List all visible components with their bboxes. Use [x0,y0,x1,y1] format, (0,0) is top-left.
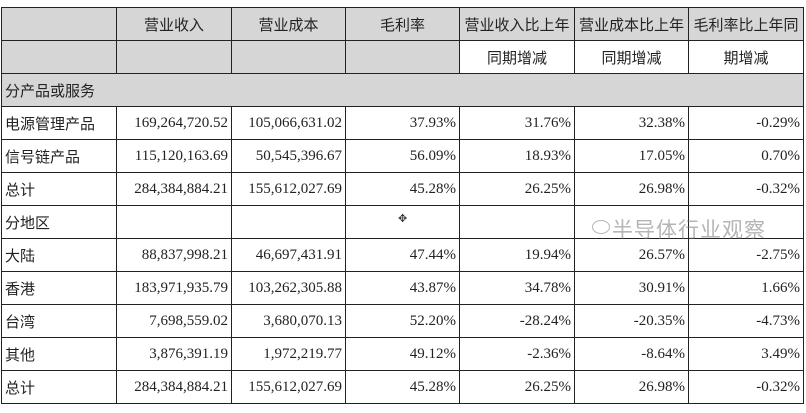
column-header: 营业成本 [231,7,346,41]
section-row: 分产品或服务 [1,73,804,107]
header-row-1: 营业收入 营业成本 毛利率 营业收入比上年 营业成本比上年 毛利率比上年同 [1,7,804,41]
row-label: 其他 [1,337,117,371]
value-cell: 43.87% [345,271,460,305]
value-cell: 19.94% [459,238,575,272]
table-row: 总计 284,384,884.21 155,612,027.69 45.28% 26.2… [1,370,804,404]
value-cell: -8.64% [574,337,689,371]
value-cell: 18.93% [459,139,575,173]
column-header: 营业成本比上年 [574,7,689,41]
value-cell: 26.25% [459,172,575,206]
value-cell: 50,545,396.67 [231,139,346,173]
column-header: 同期增减 [459,40,575,74]
empty-cell [116,205,232,239]
wechat-logo-icon [592,220,610,234]
value-cell: 52.20% [345,304,460,338]
row-label: 电源管理产品 [1,106,117,140]
value-cell: 103,262,305.88 [231,271,346,305]
move-cursor-icon: ✥ [398,213,408,225]
value-cell: 47.44% [345,238,460,272]
value-cell: 3.49% [688,337,804,371]
table-row: 香港 183,971,935.79 103,262,305.88 43.87% 34.7… [1,271,804,305]
value-cell: 1.66% [688,271,804,305]
row-label: 总计 [1,172,117,206]
column-header [116,40,232,74]
value-cell: 284,384,884.21 [116,172,232,206]
value-cell: 26.25% [459,370,575,404]
value-cell: 17.05% [574,139,689,173]
column-header: 期增减 [688,40,804,74]
column-header: 同期增减 [574,40,689,74]
value-cell: 3,680,070.13 [231,304,346,338]
table-row: 电源管理产品 169,264,720.52 105,066,631.02 37.93%… [1,106,804,140]
value-cell: 45.28% [345,370,460,404]
value-cell: -2.75% [688,238,804,272]
row-label: 大陆 [1,238,117,272]
value-cell: 26.98% [574,370,689,404]
financial-table: 营业收入 营业成本 毛利率 营业收入比上年 营业成本比上年 毛利率比上年同 同期增减 同期增减… [1,7,804,404]
empty-cell [688,205,804,239]
section-label: 分地区 [1,205,117,239]
table-row: 台湾 7,698,559.02 3,680,070.13 52.20% -28.24% -… [1,304,804,338]
column-header [1,7,117,41]
value-cell: 1,972,219.77 [231,337,346,371]
header-row-2: 同期增减 同期增减 期增减 [1,40,804,74]
value-cell: 183,971,935.79 [116,271,232,305]
value-cell: 37.93% [345,106,460,140]
value-cell: 155,612,027.69 [231,172,346,206]
value-cell: 7,698,559.02 [116,304,232,338]
value-cell: 26.57% [574,238,689,272]
value-cell: 26.98% [574,172,689,206]
row-label: 台湾 [1,304,117,338]
column-header: 毛利率比上年同 [688,7,804,41]
value-cell: 30.91% [574,271,689,305]
column-header: 毛利率 [345,7,460,41]
row-label: 香港 [1,271,117,305]
table-row: 总计 284,384,884.21 155,612,027.69 45.28% 26.2… [1,172,804,206]
empty-cell [459,205,575,239]
value-cell: 32.38% [574,106,689,140]
value-cell: -4.73% [688,304,804,338]
watermark: 半导体行业观察 [612,218,766,242]
row-label: 信号链产品 [1,139,117,173]
column-header [231,40,346,74]
column-header: 营业收入 [116,7,232,41]
value-cell: -2.36% [459,337,575,371]
value-cell: 45.28% [345,172,460,206]
value-cell: -0.29% [688,106,804,140]
column-header [1,40,117,74]
value-cell: 169,264,720.52 [116,106,232,140]
column-header: 营业收入比上年 [459,7,575,41]
value-cell: 115,120,163.69 [116,139,232,173]
table-row: 其他 3,876,391.19 1,972,219.77 49.12% -2.36% -8… [1,337,804,371]
value-cell: 46,697,431.91 [231,238,346,272]
value-cell: 88,837,998.21 [116,238,232,272]
row-label: 总计 [1,370,117,404]
value-cell: 56.09% [345,139,460,173]
value-cell: 34.78% [459,271,575,305]
section-label: 分产品或服务 [1,73,804,107]
column-header [345,40,460,74]
value-cell: 105,066,631.02 [231,106,346,140]
value-cell: -20.35% [574,304,689,338]
value-cell: 155,612,027.69 [231,370,346,404]
value-cell: 284,384,884.21 [116,370,232,404]
empty-cell [231,205,346,239]
value-cell: -0.32% [688,370,804,404]
value-cell: 3,876,391.19 [116,337,232,371]
value-cell: 49.12% [345,337,460,371]
value-cell: 0.70% [688,139,804,173]
value-cell: -0.32% [688,172,804,206]
table-row: 信号链产品 115,120,163.69 50,545,396.67 56.09% 18… [1,139,804,173]
value-cell: -28.24% [459,304,575,338]
value-cell: 31.76% [459,106,575,140]
